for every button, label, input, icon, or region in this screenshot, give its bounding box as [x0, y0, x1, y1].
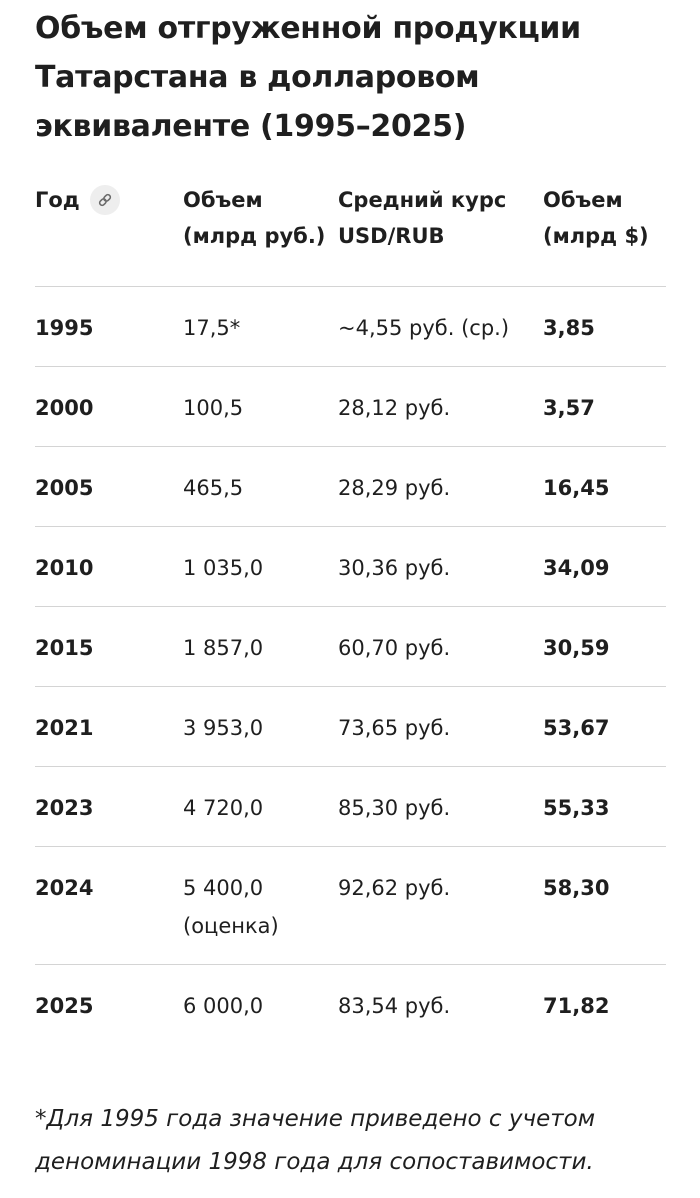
- cell-volume-usd: 58,30: [543, 846, 666, 965]
- link-icon-glyph: [98, 193, 111, 207]
- cell-volume-usd-value: 30,59: [543, 635, 610, 660]
- cell-rate-value: 85,30 руб.: [338, 795, 451, 820]
- cell-year: 2024: [35, 846, 183, 965]
- table-row: 2021 3 953,0 73,65 руб. 53,67: [35, 686, 666, 767]
- cell-rate-value: 28,12 руб.: [338, 395, 451, 420]
- cell-year-value: 2024: [35, 875, 94, 900]
- cell-volume-rub-value: 5 400,0: [183, 875, 264, 900]
- cell-volume-rub-value: 1 857,0: [183, 635, 264, 660]
- cell-rate: 28,29 руб.: [338, 446, 543, 527]
- cell-volume-rub: 465,5: [183, 446, 338, 527]
- cell-volume-usd: 34,09: [543, 526, 666, 607]
- cell-year-value: 2023: [35, 795, 94, 820]
- cell-year-value: 2015: [35, 635, 94, 660]
- table-row: 2005 465,5 28,29 руб. 16,45: [35, 446, 666, 527]
- link-icon[interactable]: [89, 185, 120, 215]
- table-row: 2015 1 857,0 60,70 руб. 30,59: [35, 606, 666, 687]
- cell-volume-rub: 4 720,0: [183, 766, 338, 847]
- cell-volume-rub-value: 6 000,0: [183, 993, 264, 1018]
- header-year-label: Год: [35, 188, 80, 212]
- cell-rate-value: 83,54 руб.: [338, 993, 451, 1018]
- cell-rate-value: 30,36 руб.: [338, 555, 451, 580]
- cell-rate: 28,12 руб.: [338, 366, 543, 447]
- cell-rate-value: 60,70 руб.: [338, 635, 451, 660]
- cell-year-value: 2010: [35, 555, 94, 580]
- cell-year: 2000: [35, 366, 183, 447]
- header-rate: Средний курс USD/RUB: [338, 175, 543, 287]
- cell-volume-rub: 3 953,0: [183, 686, 338, 767]
- cell-volume-rub-value: 3 953,0: [183, 715, 264, 740]
- page-title: Объем отгруженной продукции Татарстана в…: [35, 11, 581, 144]
- cell-rate-value: ~4,55 руб. (ср.): [338, 315, 510, 340]
- cell-volume-usd: 16,45: [543, 446, 666, 527]
- cell-rate: ~4,55 руб. (ср.): [338, 286, 543, 367]
- cell-volume-rub: 17,5*: [183, 286, 338, 367]
- cell-volume-rub: 100,5: [183, 366, 338, 447]
- header-volume-rub: Объем (млрд руб.): [183, 175, 338, 287]
- cell-rate: 92,62 руб.: [338, 846, 543, 965]
- cell-volume-rub: 1 035,0: [183, 526, 338, 607]
- table-row: 2000 100,5 28,12 руб. 3,57: [35, 366, 666, 447]
- cell-volume-usd-value: 55,33: [543, 795, 610, 820]
- cell-volume-rub-value: 100,5: [183, 395, 244, 420]
- table-body: 1995 17,5* ~4,55 руб. (ср.) 3,85 2000 100,5 28…: [35, 286, 666, 1044]
- cell-volume-rub: 6 000,0: [183, 964, 338, 1044]
- cell-year: 2010: [35, 526, 183, 607]
- cell-year-value: 2021: [35, 715, 94, 740]
- cell-volume-usd: 3,57: [543, 366, 666, 447]
- cell-year: 2021: [35, 686, 183, 767]
- cell-volume-rub-value: 17,5*: [183, 315, 241, 340]
- cell-year-value: 1995: [35, 315, 94, 340]
- cell-volume-usd-value: 3,57: [543, 395, 595, 420]
- cell-year: 2015: [35, 606, 183, 687]
- table-header: Год Объем (млрд руб.): [35, 175, 666, 287]
- cell-volume-usd: 55,33: [543, 766, 666, 847]
- cell-year: 2025: [35, 964, 183, 1044]
- cell-volume-usd: 30,59: [543, 606, 666, 687]
- cell-year-value: 2005: [35, 475, 94, 500]
- cell-rate: 85,30 руб.: [338, 766, 543, 847]
- cell-rate-value: 28,29 руб.: [338, 475, 451, 500]
- table-row: 2023 4 720,0 85,30 руб. 55,33: [35, 766, 666, 847]
- cell-rate-value: 73,65 руб.: [338, 715, 451, 740]
- cell-volume-usd: 53,67: [543, 686, 666, 767]
- footnote: *Для 1995 года значение приведено с учет…: [35, 1106, 596, 1175]
- header-year: Год: [35, 175, 183, 287]
- header-row: Год Объем (млрд руб.): [35, 175, 666, 287]
- cell-rate: 60,70 руб.: [338, 606, 543, 687]
- table-row: 2010 1 035,0 30,36 руб. 34,09: [35, 526, 666, 607]
- cell-year-value: 2000: [35, 395, 94, 420]
- cell-rate: 83,54 руб.: [338, 964, 543, 1044]
- cell-volume-rub-value: 465,5: [183, 475, 244, 500]
- cell-volume-usd-value: 53,67: [543, 715, 610, 740]
- cell-rate-value: 92,62 руб.: [338, 875, 451, 900]
- cell-volume-usd: 71,82: [543, 964, 666, 1044]
- cell-volume-rub-note: (оценка): [183, 913, 279, 938]
- table-container: Год Объем (млрд руб.): [35, 175, 666, 1044]
- table-row: 1995 17,5* ~4,55 руб. (ср.) 3,85: [35, 286, 666, 367]
- cell-volume-usd: 3,85: [543, 286, 666, 367]
- header-volume-usd: Объем (млрд $): [543, 175, 666, 287]
- cell-volume-rub-value: 1 035,0: [183, 555, 264, 580]
- cell-year: 2023: [35, 766, 183, 847]
- cell-volume-usd-value: 3,85: [543, 315, 595, 340]
- cell-year: 2005: [35, 446, 183, 527]
- cell-volume-usd-value: 58,30: [543, 875, 610, 900]
- cell-volume-rub: 1 857,0: [183, 606, 338, 687]
- cell-volume-rub-value: 4 720,0: [183, 795, 264, 820]
- cell-year: 1995: [35, 286, 183, 367]
- cell-volume-usd-value: 34,09: [543, 555, 610, 580]
- export-volume-table: Год Объем (млрд руб.): [35, 175, 666, 1044]
- table-row: 2024 5 400,0 (оценка) 92,62 руб. 58,30: [35, 846, 666, 965]
- cell-rate: 73,65 руб.: [338, 686, 543, 767]
- cell-year-value: 2025: [35, 993, 94, 1018]
- cell-volume-rub: 5 400,0 (оценка): [183, 846, 338, 965]
- cell-volume-usd-value: 16,45: [543, 475, 610, 500]
- cell-rate: 30,36 руб.: [338, 526, 543, 607]
- cell-volume-usd-value: 71,82: [543, 993, 610, 1018]
- table-row: 2025 6 000,0 83,54 руб. 71,82: [35, 964, 666, 1044]
